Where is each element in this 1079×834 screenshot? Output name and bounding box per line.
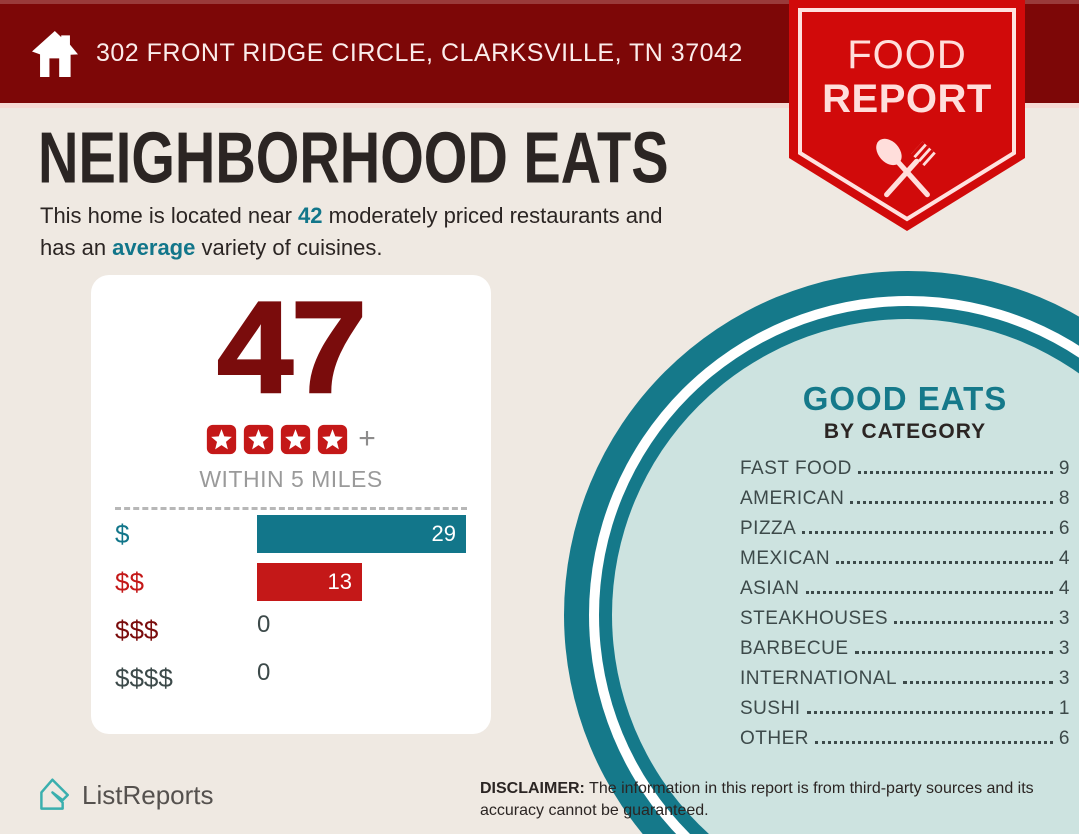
svg-text:FOOD: FOOD [847,33,967,77]
svg-text:REPORT: REPORT [822,77,992,121]
